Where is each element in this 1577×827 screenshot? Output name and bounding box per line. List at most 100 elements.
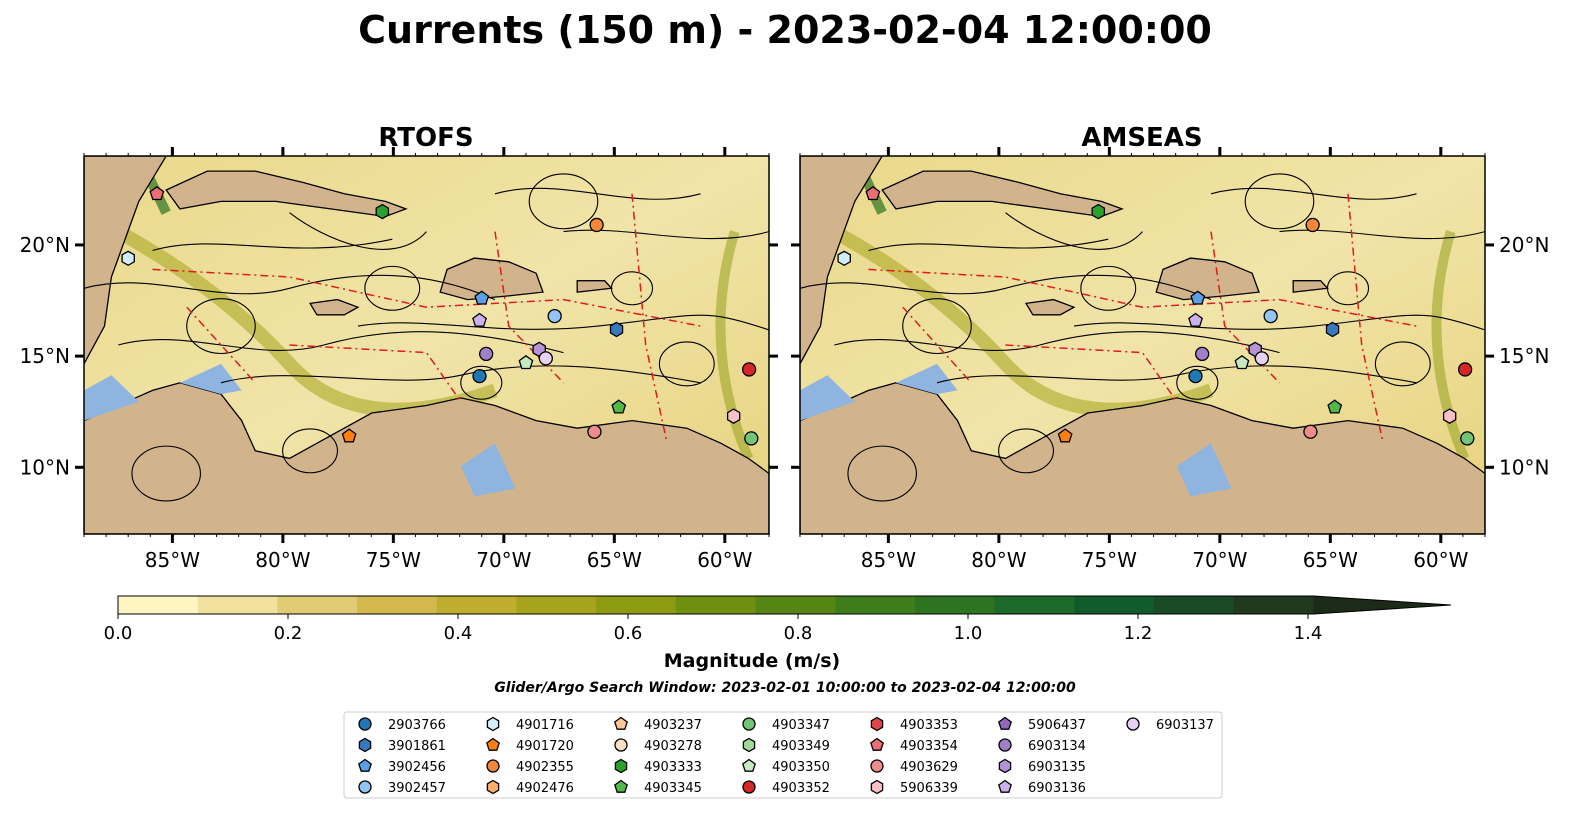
legend-item: 4903629 [870,759,958,775]
colorbar-bin [1153,596,1235,614]
y-tick-label: 15°N [20,344,70,368]
float-marker-6903136 [1188,312,1203,327]
legend-marker-2903766 [358,717,372,731]
legend-item: 4903349 [742,737,830,754]
map-frame [83,155,770,535]
float-marker-4903345 [1327,399,1343,414]
legend-item: 6903136 [998,779,1086,796]
amseas-panel: AMSEAS 85°W 80°W 75°W 70°W 65°W 60°W 10°N 15°N 2… [791,123,1549,572]
legend-marker-3902456 [358,758,372,772]
south-america-land [84,382,769,534]
colorbar-bin [277,596,358,614]
rtofs-panel: RTOFS 85°W 80°W 75°W 70°W 65°W 60°W10°N15°N20… [20,123,778,572]
legend-label: 4903353 [900,718,958,733]
streamline [800,274,1212,301]
colorbar-outline [117,595,1452,615]
float-marker-4903354 [149,186,165,201]
streamline [84,274,496,301]
eddy-streamline [460,365,503,400]
colorbar-bin [118,596,199,614]
lake-maracaibo [1176,443,1232,497]
float-legend: 2903766 3901861 3902456 3902457 4901716 49017… [343,711,1223,799]
float-marker-4901716 [837,250,851,267]
legend-label: 5906437 [1028,718,1086,733]
legend-item: 4903350 [742,758,830,775]
legend-label: 2903766 [388,718,446,733]
float-marker-3902456 [1190,290,1206,305]
legend-marker-4903629 [870,759,884,773]
streamline [563,229,769,240]
legend-marker-4901720 [486,737,500,751]
eddy-streamline [902,298,972,355]
legend-marker-4903353 [870,716,884,732]
float-marker-4903352 [741,362,757,377]
float-marker-4901720 [1057,428,1073,443]
figure-title: Currents (150 m) - 2023-02-04 12:00:00 [358,8,1212,52]
legend-item: 4903345 [614,779,702,796]
legend-marker-4903237 [614,716,628,730]
x-tick-label: 75°W [1082,548,1137,572]
legend-label: 6903134 [1028,739,1086,754]
x-tick-label: 85°W [861,548,916,572]
streamline [289,212,427,250]
float-marker-4903629 [587,424,602,439]
float-marker-6903136 [472,312,487,327]
streamline [220,365,701,384]
colorbar-bin [914,596,996,614]
search-window-text: Glider/Argo Search Window: 2023-02-01 10… [494,680,1076,696]
legend-label: 3902457 [388,781,446,796]
colorbar-tick-label: 1.2 [1124,623,1153,644]
eddy-streamline [528,173,599,230]
legend-marker-4902355 [486,759,500,773]
legend-item: 4902476 [486,779,574,796]
eddy-streamline [1080,265,1137,311]
float-marker-2903766 [1188,368,1203,384]
float-marker-4903629 [1303,424,1318,439]
legend-label: 4903333 [644,760,702,775]
legend-item: 5906437 [998,716,1086,733]
legend-item: 2903766 [358,717,446,733]
legend-item: 4903347 [742,717,830,733]
legend-label: 4903278 [644,739,702,754]
float-marker-5906339 [726,408,741,424]
float-marker-6903137 [1254,351,1269,366]
legend-label: 4903237 [644,718,702,733]
legend-item: 4901716 [486,716,574,733]
float-marker-4903352 [1457,362,1473,377]
x-tick-label: 60°W [1413,548,1468,572]
x-tick-label: 80°W [971,548,1026,572]
legend-marker-4903352 [742,780,756,794]
colorbar: 0.0 0.2 0.4 0.6 0.8 1.0 1.2 1.4 [104,595,1452,644]
legend-label: 3902456 [388,760,446,775]
legend-marker-4903345 [614,779,628,793]
colorbar-tick-label: 0.4 [444,623,473,644]
legend-label: 5906339 [900,781,958,796]
panel-title-amseas: AMSEAS [1081,123,1202,153]
central-america-land [800,156,883,365]
eddy-streamline [1326,271,1370,306]
colorbar-tick-label: 0.6 [614,623,643,644]
legend-item: 6903134 [998,738,1086,754]
legend-label: 4903354 [900,739,958,754]
jamaica-land [309,298,360,316]
y-tick-label: 10°N [1499,455,1549,479]
colorbar-bin [436,596,517,614]
legend-label: 4903349 [772,739,830,754]
streamline [936,365,1417,384]
legend-label: 6903137 [1156,718,1214,733]
colorbar-tick-label: 0.0 [104,623,133,644]
legend-item: 4903353 [870,716,958,733]
legend-box [343,711,1223,799]
legend-marker-3901861 [358,737,372,753]
y-tick-label: 15°N [1499,344,1549,368]
x-tick-label: 80°W [255,548,310,572]
legend-item: 4903333 [614,758,702,775]
streamline [834,331,1280,354]
y-tick-label: 20°N [20,233,70,257]
float-marker-3901861 [609,321,624,338]
colorbar-bin [596,596,677,614]
float-marker-3901861 [1325,321,1340,338]
legend-marker-3902457 [358,780,372,794]
eddy-streamline [658,341,715,387]
legend-marker-4903347 [742,717,756,731]
